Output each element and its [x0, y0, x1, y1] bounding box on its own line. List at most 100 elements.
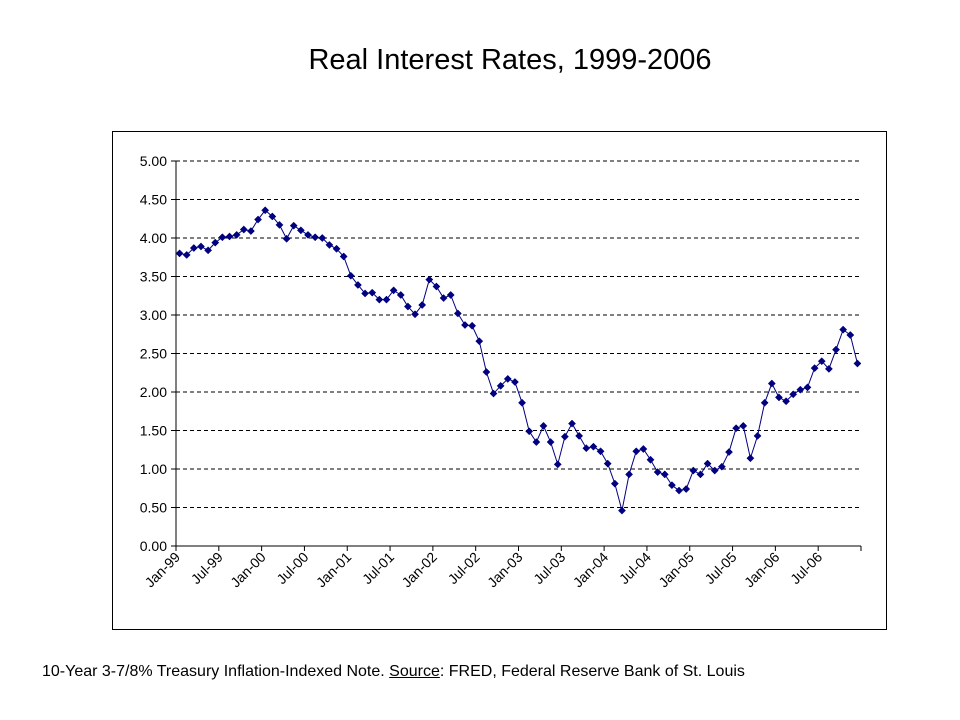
data-point [189, 244, 198, 252]
x-tick-label: Jul-03 [530, 549, 568, 587]
data-point [296, 226, 305, 235]
data-point [432, 282, 441, 291]
slide-title: Real Interest Rates, 1999-2006 [308, 44, 712, 76]
data-point [596, 447, 605, 456]
data-point [239, 225, 248, 234]
data-point [582, 444, 591, 453]
caption-source-label: Source [389, 663, 440, 680]
series-line [179, 209, 858, 511]
x-tick-label: Jan-00 [227, 549, 269, 591]
data-point [396, 291, 405, 299]
chart-frame: 0.00 0.50 1.00 1.50 2.00 2.50 3.00 3.50 4.00 4.50… [112, 131, 887, 630]
data-point [175, 249, 184, 258]
x-tick-label: Jul-01 [359, 549, 397, 587]
data-point [489, 389, 498, 398]
data-point [503, 374, 512, 383]
data-point [753, 431, 762, 440]
data-point [803, 383, 812, 392]
x-tick-label: Jan-02 [398, 549, 440, 591]
data-point [553, 460, 562, 469]
x-tick-label: Jan-04 [570, 549, 612, 591]
data-point [368, 288, 377, 297]
series-rate [175, 206, 862, 515]
data-point [796, 385, 805, 394]
data-point [182, 250, 191, 259]
data-point [639, 445, 648, 453]
y-tick-label: 1.00 [140, 461, 167, 477]
y-tick-label: 3.00 [140, 307, 167, 323]
data-point [810, 364, 819, 373]
data-point [389, 286, 398, 295]
data-point [325, 240, 334, 249]
x-tick-label: Jul-00 [273, 549, 311, 587]
data-point [767, 379, 776, 388]
data-point [824, 364, 833, 373]
data-point [275, 220, 284, 229]
y-tick-label: 5.00 [140, 153, 167, 169]
data-point [211, 238, 220, 247]
data-point [225, 232, 234, 241]
data-point [254, 215, 263, 224]
x-tick-label: Jan-03 [484, 549, 526, 591]
data-point [468, 321, 477, 330]
data-point [339, 252, 348, 261]
data-point [510, 378, 519, 386]
data-point [717, 462, 726, 471]
data-point [853, 359, 862, 368]
data-point [361, 289, 370, 298]
x-tick-label: Jul-02 [445, 549, 483, 587]
data-point [318, 234, 327, 242]
data-point [589, 442, 598, 451]
caption-suffix: : FRED, Federal Reserve Bank of St. Loui… [439, 663, 745, 680]
data-point [375, 295, 384, 304]
y-tick-label: 0.50 [140, 500, 167, 516]
data-point [475, 337, 484, 346]
data-point [496, 381, 505, 390]
data-point [453, 309, 462, 318]
data-point [568, 419, 576, 428]
data-point [425, 275, 434, 284]
x-tick-label: Jan-99 [142, 549, 184, 591]
data-point [625, 470, 634, 479]
data-point [403, 302, 412, 311]
y-axis: 0.00 0.50 1.00 1.50 2.00 2.50 3.00 3.50 4.00 4.50… [140, 153, 177, 554]
data-point [682, 485, 691, 493]
data-point [439, 294, 448, 303]
data-point [197, 242, 205, 251]
data-point [575, 431, 584, 440]
data-point [782, 397, 791, 406]
y-tick-label: 0.00 [140, 538, 167, 554]
caption-prefix: 10-Year 3-7/8% Treasury Inflation-Indexe… [42, 663, 390, 680]
data-point [603, 459, 612, 468]
data-point [311, 233, 320, 242]
data-point [282, 234, 291, 243]
line-chart: 0.00 0.50 1.00 1.50 2.00 2.50 3.00 3.50 4.00 4.50… [140, 153, 862, 591]
data-point [667, 481, 676, 490]
data-point [332, 244, 341, 253]
data-point [482, 368, 491, 376]
y-tick-label: 1.50 [140, 423, 167, 439]
data-point [739, 421, 748, 430]
data-point [204, 246, 213, 255]
data-point [817, 357, 826, 366]
data-point [418, 301, 427, 309]
x-tick-label: Jul-06 [787, 549, 825, 587]
x-tick-label: Jan-05 [655, 549, 697, 591]
data-point [353, 281, 362, 289]
data-point [646, 455, 655, 464]
gridlines [176, 160, 861, 508]
data-point [675, 486, 684, 495]
data-point [532, 438, 541, 447]
x-tick-label: Jul-05 [701, 549, 739, 587]
data-point [746, 454, 755, 463]
data-point [346, 271, 355, 280]
y-tick-label: 2.50 [140, 346, 167, 362]
data-point [696, 470, 705, 479]
data-point [725, 448, 733, 457]
data-point [382, 295, 391, 304]
data-point [632, 447, 641, 456]
data-point [560, 432, 569, 441]
x-tick-label: Jul-04 [616, 549, 654, 587]
y-tick-label: 4.00 [140, 230, 167, 246]
data-point [304, 230, 312, 239]
